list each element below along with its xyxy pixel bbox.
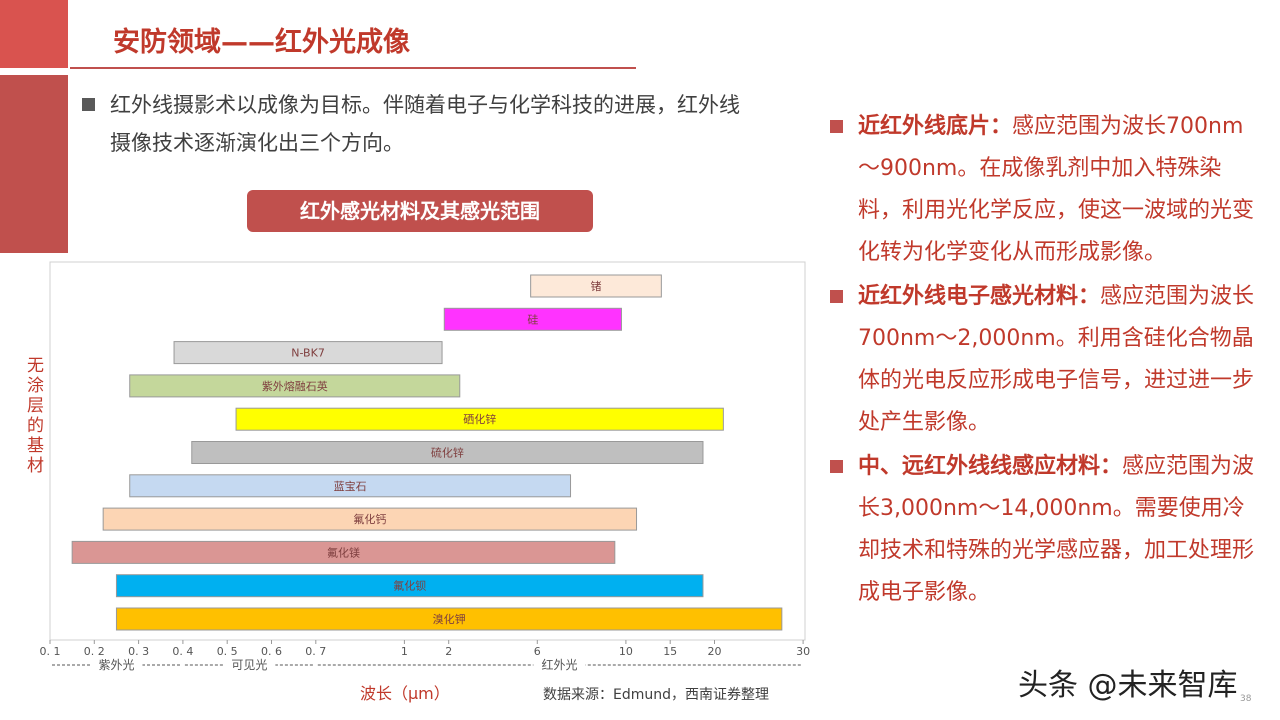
y-label: 无涂层的基材 [27,356,44,476]
bar-label: 锗 [590,279,601,293]
x-tick-label: 6 [534,645,541,658]
x-tick-label: 15 [663,645,677,658]
source: 数据来源：Edmund，西南证券整理 [543,687,770,703]
region-label: 可见光 [231,658,267,672]
plot-frame [49,261,806,641]
bar-label: 硒化锌 [463,412,496,426]
bar-label: 紫外熔融石英 [262,379,328,393]
bar-label: 硫化锌 [431,446,464,460]
range-bar [235,407,724,431]
chart-title: 红外感光材料及其感光范围 [247,190,593,232]
x-tick-label: 0. 7 [305,645,326,658]
range-bar [129,374,461,398]
bar-label: 氟化镁 [327,545,360,559]
x-tick-label: 0. 5 [217,645,238,658]
side-point: 近红外线电子感光材料：感应范围为波长700nm～2,000nm。利用含硅化合物晶… [830,276,1260,444]
region-bg [90,657,143,673]
range-bar [443,307,622,331]
x-tick-label: 2 [445,645,452,658]
deco-block [0,0,68,68]
x-tick-label: 0. 6 [261,645,282,658]
range-bar [102,507,638,531]
side-point: 近红外线底片：感应范围为波长700nm～900nm。在成像乳剂中加入特殊染料，利… [830,106,1260,274]
text: 感应范围为波长3,000nm～14,000nm。需要使用冷却技术和特殊的光学感应… [858,454,1255,605]
x-tick-label: 0. 1 [40,645,61,658]
x-tick-label: 10 [619,645,633,658]
text: 感应范围为波长700nm～900nm。在成像乳剂中加入特殊染料，利用光化学反应，… [858,114,1255,265]
region-bg [223,657,276,673]
range-bar [173,341,443,365]
title: 安防领域——红外光成像 [113,27,410,58]
term: 近红外线底片： [858,114,1013,139]
term: 近红外线电子感光材料： [858,284,1101,309]
bar-label: 氟化钙 [353,512,386,526]
region-label: 红外光 [541,657,577,672]
side-points: 近红外线底片：感应范围为波长700nm～900nm。在成像乳剂中加入特殊染料，利… [830,106,1260,616]
range-bar [191,441,704,464]
x-tick-label: 0. 2 [84,645,105,658]
range-bar [129,474,572,498]
deco-block [0,75,68,253]
x-tick-label: 20 [708,645,722,658]
x-tick-label: 30 [796,645,810,658]
page-number: 38 [1240,694,1252,704]
watermark: 头条 @未来智库 [1018,668,1238,703]
bar-label: 硅 [527,313,538,326]
x-tick-label: 0. 3 [128,645,149,658]
range-bar [530,274,662,298]
bullet: 红外线摄影术以成像为目标。伴随着电子与化学科技的进展，红外线摄像技术逐渐演化出三… [82,86,760,162]
range-bar [115,574,704,598]
bar-label: 氟化钡 [393,579,426,593]
bar-label: N-BK7 [291,347,325,360]
x-label: 波长（μm） [360,684,450,703]
side-point: 中、远红外线线感应材料：感应范围为波长3,000nm～14,000nm。需要使用… [830,446,1260,614]
range-bar [115,607,783,631]
bar-label: 蓝宝石 [334,479,367,493]
text: 感应范围为波长700nm～2,000nm。利用含硅化合物晶体的光电反应形成电子信… [858,284,1255,435]
term: 中、远红外线线感应材料： [858,454,1123,479]
bar-label: 溴化钾 [433,612,466,626]
region-label: 紫外光 [98,658,134,672]
region-bg [533,657,586,673]
x-tick-label: 0. 4 [172,645,193,658]
range-bar [71,540,616,564]
x-tick-label: 1 [401,645,408,658]
